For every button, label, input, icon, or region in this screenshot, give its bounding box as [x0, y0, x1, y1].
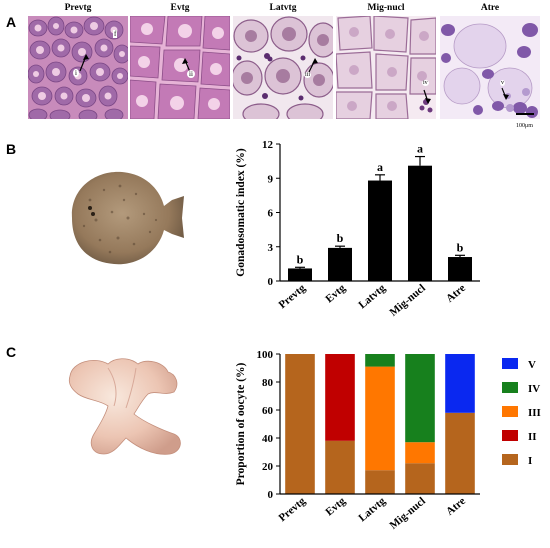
- x-tick-label-prevtg: Prevtg: [277, 495, 309, 524]
- legend-swatch-ii: [502, 430, 518, 441]
- y-tick-label: 40: [262, 433, 274, 445]
- x-tick-label-latvtg: Latvtg: [356, 495, 388, 525]
- marker-i: i: [73, 69, 79, 77]
- x-tick-label-mig-nucl: Mig-nucl: [387, 282, 427, 319]
- scale-bar-label: 100μm: [516, 123, 533, 129]
- x-tick-label-mig-nucl: Mig-nucl: [387, 495, 427, 532]
- bar-segment-latvtg-i: [365, 470, 395, 494]
- histology-image-latvtg: iii: [233, 16, 333, 119]
- y-tick-label: 6: [268, 208, 274, 220]
- gsi-chart: 0 3 6 9 12 b Prevtg b Evtg a Latvtg a Mig-nucl b Atre G…: [235, 139, 480, 319]
- panel-label-c: C: [6, 344, 17, 360]
- y-axis-label: Gonadosomatic index (%): [235, 148, 247, 277]
- legend-swatch-iii: [502, 406, 518, 417]
- histology-image-atre: v: [440, 16, 540, 119]
- panel-label-a: A: [6, 14, 17, 30]
- bar-atre: [448, 257, 472, 281]
- bar-prevtg: [288, 268, 312, 281]
- bar-segment-prevtg-i: [285, 354, 315, 494]
- significance-label-latvtg: a: [377, 160, 383, 174]
- y-tick-label: 12: [262, 139, 274, 151]
- y-tick-label: 3: [268, 242, 274, 254]
- bar-evtg: [328, 247, 352, 281]
- bar-segment-evtg-ii: [325, 354, 355, 441]
- bar-segment-latvtg-iii: [365, 366, 395, 471]
- stage-title-evtg: Evtg: [170, 3, 190, 13]
- marker-iv: iv: [422, 80, 429, 86]
- marker-f: f: [113, 30, 118, 38]
- y-tick-label: 60: [262, 405, 274, 417]
- legend-label-i: I: [528, 455, 532, 467]
- stage-title-prevtg: Prevtg: [64, 3, 92, 13]
- y-tick-label: 20: [262, 461, 274, 473]
- legend-label-iii: III: [528, 407, 541, 419]
- histology-image-mig-nucl: iv: [336, 16, 436, 119]
- y-tick-label: 0: [268, 489, 274, 501]
- y-tick-label: 80: [262, 377, 274, 389]
- bar-segment-atre-v: [445, 354, 475, 413]
- y-tick-label: 0: [268, 276, 274, 288]
- significance-label-atre: b: [457, 240, 464, 254]
- y-axis-label: Proportion of oocyte (%): [235, 362, 247, 485]
- stage-title-latvtg: Latvtg: [269, 3, 297, 13]
- bar-segment-mig-nucl-iv: [405, 354, 435, 443]
- bar-segment-mig-nucl-i: [405, 463, 435, 494]
- histology-image-evtg: ii: [130, 16, 230, 119]
- legend-swatch-v: [502, 358, 518, 369]
- x-tick-label-evtg: Evtg: [323, 282, 348, 306]
- x-tick-label-latvtg: Latvtg: [356, 282, 388, 312]
- x-tick-label-atre: Atre: [444, 282, 468, 305]
- legend-swatch-iv: [502, 382, 518, 393]
- panel-label-b: B: [6, 141, 17, 157]
- bar-latvtg: [368, 180, 392, 281]
- marker-ii: ii: [187, 70, 195, 78]
- legend-label-ii: II: [528, 431, 537, 443]
- bar-segment-latvtg-iv: [365, 354, 395, 367]
- bar-segment-atre-i: [445, 412, 475, 494]
- stage-title-mig-nucl: Mig-nucl: [367, 3, 405, 13]
- marker-iii: iii: [304, 72, 312, 78]
- flatfish-photo: [71, 171, 184, 265]
- bar-mig-nucl: [408, 165, 432, 281]
- x-tick-label-prevtg: Prevtg: [277, 282, 309, 311]
- oocyte-proportion-chart: Prevtg Evtg Latvtg Mig-nucl Atre 0 20 40 60 80 100…: [235, 349, 541, 532]
- marker-v: v: [500, 80, 505, 86]
- scale-bar-line: [516, 113, 534, 115]
- bar-segment-evtg-i: [325, 440, 355, 494]
- legend-label-iv: IV: [528, 383, 540, 395]
- significance-label-evtg: b: [337, 231, 344, 245]
- legend-label-v: V: [528, 359, 536, 371]
- legend-swatch-i: [502, 454, 518, 465]
- significance-label-mig-nucl: a: [417, 142, 423, 156]
- stage-title-atre: Atre: [480, 3, 500, 13]
- x-tick-label-evtg: Evtg: [323, 495, 348, 519]
- gonad-photo: [68, 358, 181, 455]
- significance-label-prevtg: b: [297, 252, 304, 266]
- y-tick-label: 100: [257, 349, 274, 361]
- bar-segment-mig-nucl-iii: [405, 442, 435, 464]
- y-tick-label: 9: [268, 173, 274, 185]
- histology-image-prevtg: i f: [28, 16, 128, 119]
- x-tick-label-atre: Atre: [444, 495, 468, 518]
